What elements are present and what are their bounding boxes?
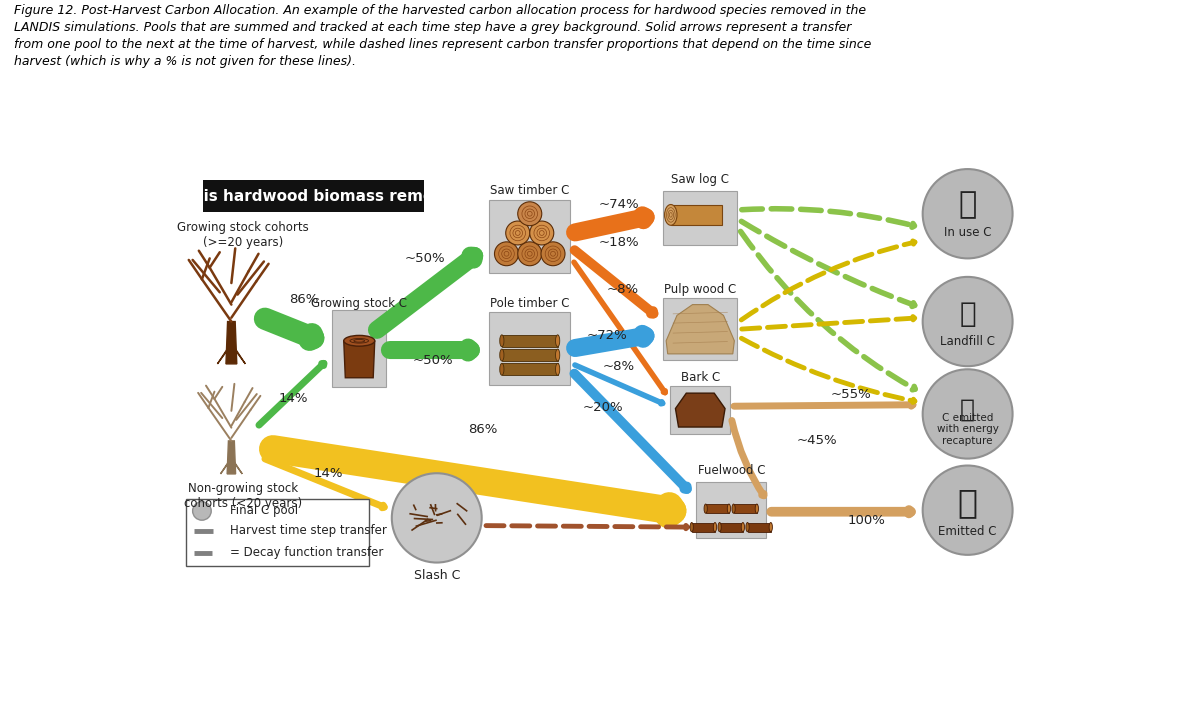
Text: Final C pool: Final C pool xyxy=(230,505,298,518)
Text: ~8%: ~8% xyxy=(602,359,635,373)
Text: ~50%: ~50% xyxy=(413,354,454,367)
Text: ~18%: ~18% xyxy=(599,236,640,249)
Ellipse shape xyxy=(755,504,758,513)
Polygon shape xyxy=(676,393,725,427)
Text: 86%: 86% xyxy=(468,423,498,436)
Ellipse shape xyxy=(517,202,541,226)
Ellipse shape xyxy=(769,523,773,532)
Text: ~20%: ~20% xyxy=(583,401,624,415)
Ellipse shape xyxy=(732,504,736,513)
Text: Fuelwood C: Fuelwood C xyxy=(697,464,766,477)
Polygon shape xyxy=(666,304,734,354)
Polygon shape xyxy=(706,504,728,513)
Text: Figure 12. Post-Harvest Carbon Allocation. An example of the harvested carbon al: Figure 12. Post-Harvest Carbon Allocatio… xyxy=(14,4,871,67)
Ellipse shape xyxy=(718,523,721,532)
Text: ~55%: ~55% xyxy=(830,388,871,401)
Polygon shape xyxy=(748,523,770,532)
Text: 🏭: 🏭 xyxy=(959,300,976,328)
Text: Pulp wood C: Pulp wood C xyxy=(664,283,737,296)
Text: Growing stock cohorts
(>=20 years): Growing stock cohorts (>=20 years) xyxy=(178,221,308,249)
FancyBboxPatch shape xyxy=(186,498,368,566)
FancyBboxPatch shape xyxy=(332,310,386,387)
Polygon shape xyxy=(691,523,715,532)
Text: C emitted
with energy
recapture: C emitted with energy recapture xyxy=(937,412,998,446)
Circle shape xyxy=(923,465,1013,555)
Ellipse shape xyxy=(727,504,731,513)
Ellipse shape xyxy=(690,523,694,532)
Text: Pole timber C: Pole timber C xyxy=(490,297,570,310)
Text: Growing stock C: Growing stock C xyxy=(311,297,407,310)
Ellipse shape xyxy=(529,221,553,245)
Ellipse shape xyxy=(517,242,541,266)
Text: ~74%: ~74% xyxy=(599,198,640,211)
Polygon shape xyxy=(232,343,245,364)
Circle shape xyxy=(923,277,1013,366)
Circle shape xyxy=(923,369,1013,459)
Text: ~50%: ~50% xyxy=(404,252,445,265)
Ellipse shape xyxy=(704,504,707,513)
Ellipse shape xyxy=(556,363,559,375)
Circle shape xyxy=(391,473,481,563)
Text: 86%: 86% xyxy=(289,294,318,306)
FancyBboxPatch shape xyxy=(670,386,731,434)
FancyBboxPatch shape xyxy=(664,190,737,245)
Ellipse shape xyxy=(343,335,374,346)
Polygon shape xyxy=(217,343,232,364)
Ellipse shape xyxy=(665,205,677,226)
Polygon shape xyxy=(221,458,232,474)
Circle shape xyxy=(923,169,1013,258)
Polygon shape xyxy=(502,349,558,361)
Polygon shape xyxy=(227,441,235,474)
Polygon shape xyxy=(502,335,558,347)
Ellipse shape xyxy=(742,523,744,532)
Text: Slash C: Slash C xyxy=(414,569,460,582)
Text: ~8%: ~8% xyxy=(607,283,638,296)
Text: 14%: 14% xyxy=(313,467,343,480)
Text: Bark C: Bark C xyxy=(680,372,720,384)
Polygon shape xyxy=(502,363,558,375)
Text: 100%: 100% xyxy=(848,513,886,527)
Text: Landfill C: Landfill C xyxy=(940,335,995,348)
Ellipse shape xyxy=(499,349,504,361)
Circle shape xyxy=(193,502,211,521)
Text: Emitted C: Emitted C xyxy=(938,526,997,538)
Text: 💨: 💨 xyxy=(960,398,976,422)
Ellipse shape xyxy=(505,221,529,245)
Ellipse shape xyxy=(713,523,716,532)
Ellipse shape xyxy=(556,349,559,361)
Text: ~72%: ~72% xyxy=(587,329,628,342)
Polygon shape xyxy=(720,523,743,532)
Ellipse shape xyxy=(499,335,504,347)
Ellipse shape xyxy=(494,242,518,266)
Polygon shape xyxy=(671,205,722,226)
Polygon shape xyxy=(343,341,374,378)
Text: = Decay function transfer: = Decay function transfer xyxy=(230,546,383,559)
FancyBboxPatch shape xyxy=(203,180,424,212)
Ellipse shape xyxy=(746,523,749,532)
Polygon shape xyxy=(232,458,242,474)
Text: Harvest time step transfer: Harvest time step transfer xyxy=(230,525,386,538)
Text: 🪑: 🪑 xyxy=(959,190,977,219)
Text: Saw log C: Saw log C xyxy=(671,173,730,186)
FancyBboxPatch shape xyxy=(664,299,737,360)
Ellipse shape xyxy=(541,242,565,266)
Text: Saw timber C: Saw timber C xyxy=(490,184,570,197)
FancyBboxPatch shape xyxy=(696,483,766,538)
FancyBboxPatch shape xyxy=(490,312,570,385)
Text: 🔥: 🔥 xyxy=(958,486,978,519)
Polygon shape xyxy=(226,321,236,364)
Ellipse shape xyxy=(499,363,504,375)
Text: ~45%: ~45% xyxy=(796,435,836,448)
Text: 14%: 14% xyxy=(278,392,308,405)
FancyBboxPatch shape xyxy=(490,200,570,274)
Ellipse shape xyxy=(556,335,559,347)
Text: Non-growing stock
cohorts (<20 years): Non-growing stock cohorts (<20 years) xyxy=(184,483,302,511)
Text: In use C: In use C xyxy=(944,226,991,239)
Text: Landis hardwood biomass removed: Landis hardwood biomass removed xyxy=(162,188,464,203)
Polygon shape xyxy=(733,504,757,513)
